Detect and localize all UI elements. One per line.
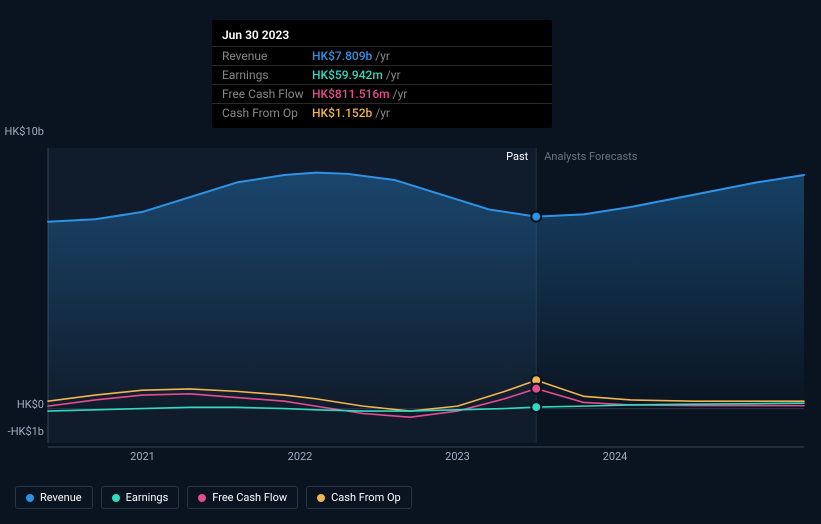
data-tooltip: Jun 30 2023 RevenueHK$7.809b/yrEarningsH… xyxy=(212,20,552,128)
tooltip-row: Cash From OpHK$1.152b/yr xyxy=(212,103,552,122)
y-axis-label: -HK$1b xyxy=(8,425,44,438)
legend-dot-icon xyxy=(317,494,325,502)
tooltip-row-suffix: /yr xyxy=(375,106,390,120)
tooltip-row-label: Cash From Op xyxy=(222,106,312,120)
tooltip-row-value: HK$59.942m xyxy=(312,68,383,82)
tooltip-row-value: HK$7.809b xyxy=(312,49,372,63)
x-axis-label: 2022 xyxy=(288,450,313,463)
x-axis-label: 2024 xyxy=(603,450,628,463)
legend-item[interactable]: Revenue xyxy=(15,486,93,509)
tooltip-row: Free Cash FlowHK$811.516m/yr xyxy=(212,84,552,103)
past-label: Past xyxy=(506,150,528,163)
tooltip-row-value: HK$1.152b xyxy=(312,106,372,120)
legend-label: Earnings xyxy=(126,491,169,504)
tooltip-row: EarningsHK$59.942m/yr xyxy=(212,65,552,84)
y-axis-label: HK$0 xyxy=(17,398,44,411)
financial-chart: HK$10b HK$0 -HK$1b 2021 2022 2023 2024 Past An… xyxy=(0,0,821,524)
tooltip-row-label: Revenue xyxy=(222,49,312,63)
legend-label: Cash From Op xyxy=(331,491,401,504)
tooltip-row-label: Free Cash Flow xyxy=(222,87,312,101)
chart-legend: Revenue Earnings Free Cash Flow Cash From O… xyxy=(15,486,412,509)
x-axis-label: 2021 xyxy=(130,450,155,463)
legend-label: Free Cash Flow xyxy=(212,491,287,504)
legend-dot-icon xyxy=(112,494,120,502)
tooltip-row-suffix: /yr xyxy=(393,87,408,101)
y-axis-label: HK$10b xyxy=(5,125,44,138)
tooltip-row-suffix: /yr xyxy=(375,49,390,63)
legend-item[interactable]: Free Cash Flow xyxy=(187,486,298,509)
legend-dot-icon xyxy=(26,494,34,502)
legend-item[interactable]: Earnings xyxy=(101,486,180,509)
forecasts-label: Analysts Forecasts xyxy=(544,150,637,163)
tooltip-row-label: Earnings xyxy=(222,68,312,82)
legend-dot-icon xyxy=(198,494,206,502)
tooltip-row: RevenueHK$7.809b/yr xyxy=(212,46,552,65)
tooltip-date: Jun 30 2023 xyxy=(212,26,552,46)
legend-item[interactable]: Cash From Op xyxy=(306,486,412,509)
tooltip-row-suffix: /yr xyxy=(386,68,401,82)
tooltip-row-value: HK$811.516m xyxy=(312,87,390,101)
legend-label: Revenue xyxy=(40,491,82,504)
x-axis-label: 2023 xyxy=(445,450,470,463)
